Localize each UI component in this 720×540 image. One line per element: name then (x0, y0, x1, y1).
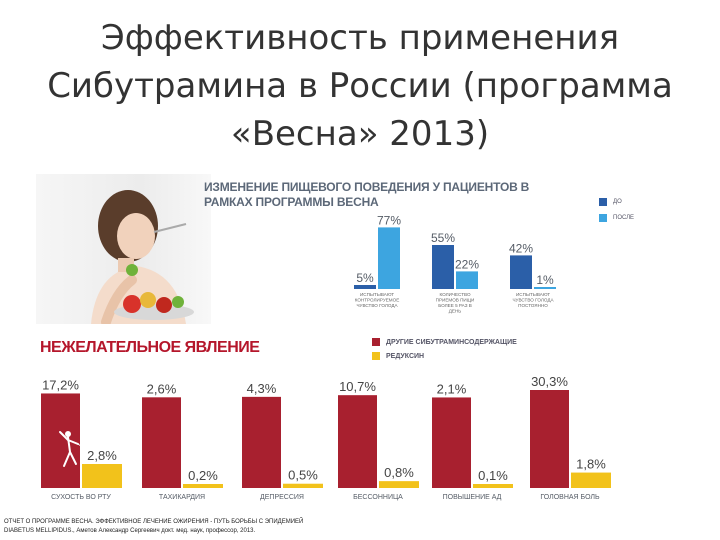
adverse-events-bar-chart: 17,2% 2,8% СУХОСТЬ ВО РТУ 2,6% 0,2% ТАХИКАРДИ… (41, 374, 611, 501)
data-label-после-2: 1% (536, 273, 554, 287)
bar-other-sibutramine-1 (142, 397, 181, 488)
data-label-reduxin-1: 0,2% (188, 468, 218, 483)
photo-woman-eating-salad (36, 174, 211, 324)
top-panel-title-line: РАМКАХ ПРОГРАММЫ ВЕСНА (204, 195, 379, 209)
slide-title-line: Сибутрамина в России (программа (47, 66, 673, 106)
legend-label-before: ДО (613, 199, 622, 205)
photo-illustration (91, 190, 194, 324)
slide-title: Эффективность применения Сибутрамина в Р… (0, 14, 720, 158)
data-label-reduxin-4: 0,1% (478, 468, 508, 483)
bar-после-0 (378, 227, 400, 289)
bar-reduxin-2 (283, 483, 323, 488)
bar-до-2 (510, 255, 532, 289)
bar-после-1 (456, 271, 478, 289)
data-label-до-0: 5% (356, 271, 374, 285)
bar-до-1 (432, 245, 454, 289)
data-label-до-2: 42% (509, 241, 533, 255)
data-label-до-1: 55% (431, 231, 455, 245)
data-label-reduxin-3: 0,8% (384, 465, 414, 480)
legend-swatch-reduxin (372, 352, 380, 360)
data-label-other-sibutramine-0: 17,2% (42, 377, 79, 392)
legend-label-reduxin: РЕДУКСИН (386, 352, 425, 360)
top-panel-title-line: ИЗМЕНЕНИЕ ПИЩЕВОГО ПОВЕДЕНИЯ У ПАЦИЕНТОВ… (204, 180, 530, 194)
category-label-5: ГОЛОВНАЯ БОЛЬ (540, 494, 600, 501)
data-label-other-sibutramine-3: 10,7% (339, 379, 376, 394)
data-label-reduxin-5: 1,8% (576, 457, 606, 472)
bar-после-2 (534, 287, 556, 289)
data-label-other-sibutramine-4: 2,1% (437, 381, 467, 396)
data-label-после-0: 77% (377, 213, 401, 227)
bar-other-sibutramine-5 (530, 390, 569, 488)
legend-item-other-sibutramine: ДРУГИЕ СИБУТРАМИНСОДЕРЖАЩИЕ (372, 338, 517, 346)
legend-item-reduxin: РЕДУКСИН (372, 352, 424, 360)
category-label-0: СУХОСТЬ ВО РТУ (51, 494, 111, 501)
legend-swatch-after (599, 214, 607, 222)
category-label-2: ДЕПРЕССИЯ (260, 494, 304, 501)
bar-other-sibutramine-2 (242, 396, 281, 488)
footnote-line: ОТЧЕТ О ПРОГРАММЕ ВЕСНА. ЭФФЕКТИВНОЕ ЛЕЧ… (4, 519, 304, 525)
bar-reduxin-1 (183, 484, 223, 488)
bar-other-sibutramine-3 (338, 395, 377, 488)
legend-item-after: ПОСЛЕ (599, 214, 634, 222)
data-label-reduxin-0: 2,8% (87, 448, 117, 463)
bar-reduxin-3 (379, 481, 419, 488)
data-label-other-sibutramine-5: 30,3% (531, 374, 568, 389)
bottom-panel-title: НЕЖЕЛАТЕЛЬНОЕ ЯВЛЕНИЕ (40, 339, 260, 356)
category-label-4: ПОВЫШЕНИЕ АД (443, 494, 502, 501)
category-label-3: БЕССОННИЦА (353, 494, 403, 501)
top-panel-title: ИЗМЕНЕНИЕ ПИЩЕВОГО ПОВЕДЕНИЯ У ПАЦИЕНТОВ… (204, 180, 529, 210)
footnote-line: DIABETUS MELLIPIDUS., Аметов Александр С… (4, 528, 256, 534)
bar-до-0 (354, 285, 376, 289)
eating-behavior-bar-chart: 5% 77% ИСПЫТЫВАЮТ КОНТРОЛИРУЕМОЕ ЧУВСТВО ГОЛ… (354, 213, 556, 314)
data-label-reduxin-2: 0,5% (288, 468, 318, 483)
bar-other-sibutramine-4 (432, 397, 471, 488)
category-label-0: ИСПЫТЫВАЮТ КОНТРОЛИРУЕМОЕ ЧУВСТВО ГОЛОДА (355, 292, 400, 308)
data-label-после-1: 22% (455, 257, 479, 271)
legend-swatch-before (599, 198, 607, 206)
bar-reduxin-4 (473, 484, 513, 488)
footnote: ОТЧЕТ О ПРОГРАММЕ ВЕСНА. ЭФФЕКТИВНОЕ ЛЕЧ… (4, 518, 303, 536)
bar-reduxin-0 (82, 464, 122, 488)
slide-title-line: «Весна» 2013) (230, 114, 490, 154)
data-label-other-sibutramine-2: 4,3% (247, 381, 277, 396)
category-label-1: ТАХИКАРДИЯ (159, 494, 205, 501)
legend-swatch-other-sibutramine (372, 338, 380, 346)
bar-other-sibutramine-0 (41, 393, 80, 488)
infographic: ИЗМЕНЕНИЕ ПИЩЕВОГО ПОВЕДЕНИЯ У ПАЦИЕНТОВ… (36, 174, 634, 524)
gymnast-silhouette-icon (59, 431, 86, 467)
bar-reduxin-5 (571, 472, 611, 488)
data-label-other-sibutramine-1: 2,6% (147, 381, 177, 396)
legend-label-after: ПОСЛЕ (613, 215, 635, 221)
legend-item-before: ДО (599, 198, 622, 206)
category-label-1: КОЛИЧЕСТВО ПРИЕМОВ ПИЩИ БОЛЕЕ 5 РАЗ В ДЕНЬ (436, 292, 475, 314)
slide-title-line: Эффективность применения (100, 18, 620, 58)
legend-label-other-sibutramine: ДРУГИЕ СИБУТРАМИНСОДЕРЖАЩИЕ (386, 338, 517, 346)
category-label-2: ИСПЫТЫВАЮТ ЧУВСТВО ГОЛОДА ПОСТОЯННО (512, 292, 554, 308)
